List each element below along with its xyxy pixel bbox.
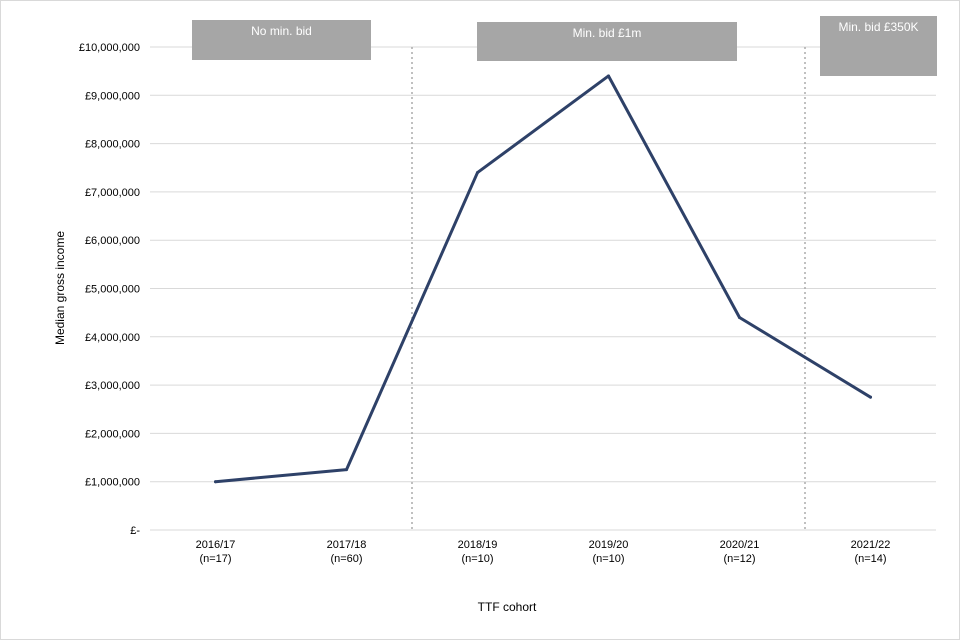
band-label: Min. bid £1m: [573, 26, 642, 40]
x-tick-label: 2021/22: [851, 539, 891, 551]
y-tick-label: £8,000,000: [85, 139, 140, 151]
y-axis-title: Median gross income: [53, 231, 67, 345]
gridlines: [150, 46, 936, 531]
x-tick-label: 2016/17: [196, 539, 236, 551]
data-point: [738, 315, 741, 319]
y-tick-label: £9,000,000: [85, 90, 140, 102]
band-box: [477, 22, 737, 61]
y-tick-label: £4,000,000: [85, 332, 140, 344]
y-tick-label: £2,000,000: [85, 428, 140, 440]
min-bid-bands: No min. bid Min. bid £1m Min. bid £350K: [192, 16, 937, 76]
data-point: [869, 395, 872, 399]
band-label: Min. bid £350K: [838, 20, 918, 34]
cohort-dividers: [411, 47, 806, 530]
x-tick-count: (n=10): [592, 553, 624, 565]
x-tick-count: (n=12): [723, 553, 755, 565]
y-tick-label: £6,000,000: [85, 235, 140, 247]
x-tick-label: 2019/20: [589, 539, 629, 551]
x-tick-count: (n=60): [330, 553, 362, 565]
x-axis-title: TTF cohort: [478, 600, 537, 614]
y-tick-label: £10,000,000: [79, 42, 140, 54]
x-tick-label: 2017/18: [327, 539, 367, 551]
data-point: [345, 468, 348, 472]
x-tick-count: (n=10): [461, 553, 493, 565]
band-label: No min. bid: [251, 24, 312, 38]
band-box: [192, 20, 371, 60]
data-point: [476, 171, 479, 175]
y-tick-label: £1,000,000: [85, 477, 140, 489]
x-tick-labels: 2016/17 (n=17) 2017/18 (n=60) 2018/19 (n=10) 2…: [196, 539, 891, 565]
band-box: [820, 16, 937, 76]
x-tick-count: (n=17): [199, 553, 231, 565]
x-tick-count: (n=14): [854, 553, 886, 565]
data-point: [214, 480, 217, 484]
x-tick-label: 2020/21: [720, 539, 760, 551]
y-tick-label: £-: [130, 525, 140, 537]
y-tick-label: £7,000,000: [85, 187, 140, 199]
data-point: [607, 74, 610, 78]
x-tick-label: 2018/19: [458, 539, 498, 551]
series-layer: [214, 74, 872, 484]
y-tick-label: £5,000,000: [85, 284, 140, 296]
series-line: [214, 74, 872, 484]
y-tick-label: £3,000,000: [85, 380, 140, 392]
y-tick-labels: £- £1,000,000 £2,000,000 £3,000,000 £4,000,0…: [79, 42, 141, 537]
